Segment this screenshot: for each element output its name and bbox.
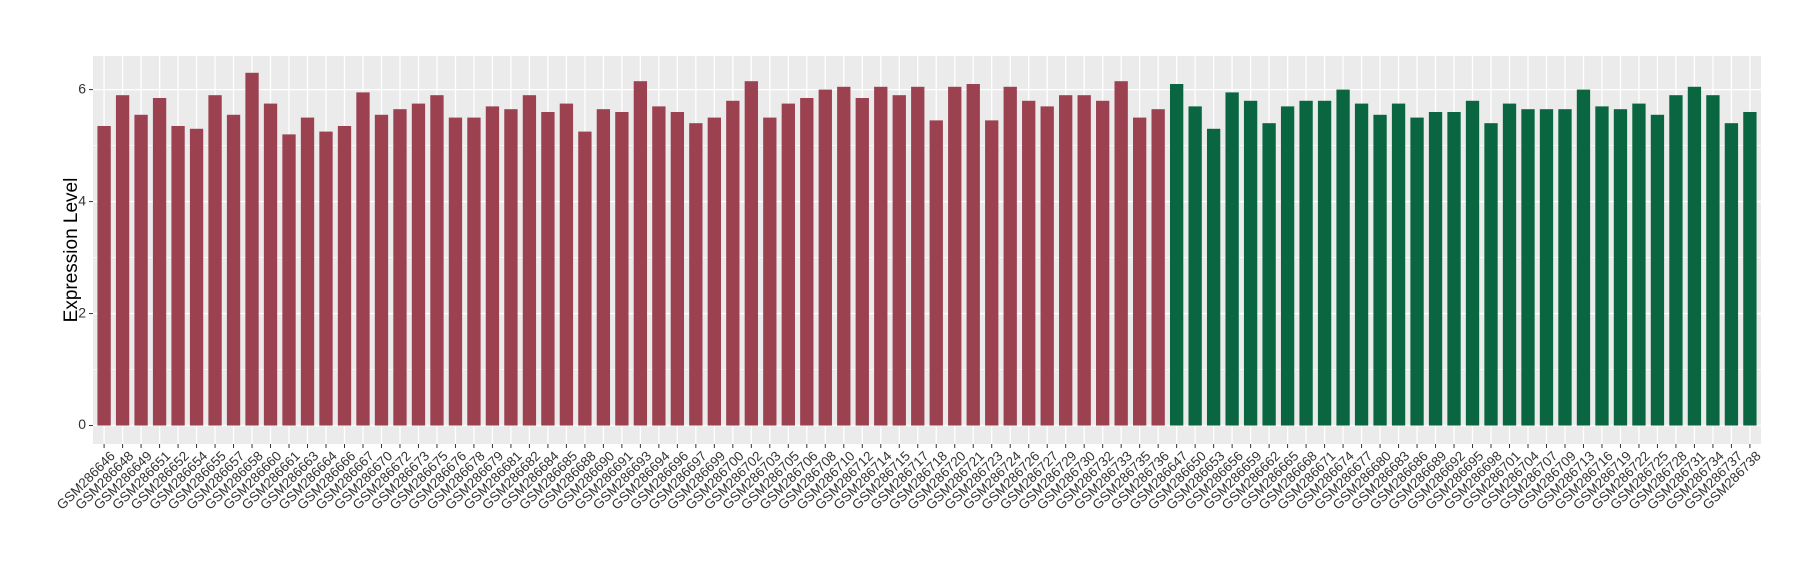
bar: [1632, 103, 1646, 426]
bar: [189, 128, 204, 426]
bar: [1410, 117, 1424, 426]
bar: [1133, 117, 1147, 426]
bar: [208, 95, 222, 426]
bar: [1225, 92, 1239, 426]
bar: [1040, 106, 1054, 426]
bar: [559, 103, 574, 426]
bar: [1595, 106, 1609, 426]
bar: [1003, 86, 1017, 426]
bar: [1724, 123, 1739, 426]
bar: [282, 134, 296, 426]
bar: [800, 97, 814, 426]
bar: [1650, 114, 1665, 426]
bar: [1576, 89, 1591, 426]
bar: [448, 117, 463, 426]
bar: [97, 125, 111, 426]
bar: [171, 125, 185, 426]
bar: [245, 72, 259, 426]
bar: [411, 103, 426, 426]
bar: [115, 95, 130, 426]
bar: [1114, 81, 1128, 426]
bar: [837, 86, 851, 426]
bar: [300, 117, 315, 426]
bar: [1502, 103, 1517, 426]
bar: [1151, 109, 1165, 426]
bar: [1096, 100, 1110, 426]
bar: [948, 86, 962, 426]
bar: [134, 114, 148, 426]
y-tick-label: 2: [78, 304, 86, 320]
bar: [707, 117, 721, 426]
bar: [763, 117, 777, 426]
bar: [1613, 109, 1628, 426]
bar: [929, 120, 943, 426]
bar: [1059, 95, 1073, 426]
bar: [726, 100, 740, 426]
y-tick-label: 4: [78, 192, 86, 208]
bar: [1317, 100, 1332, 426]
bar: [855, 97, 869, 426]
bar: [263, 103, 278, 426]
bar: [1465, 100, 1480, 426]
y-tick-label: 6: [78, 80, 86, 96]
bar: [1188, 106, 1202, 426]
bar: [1391, 103, 1406, 426]
bar: [578, 131, 592, 426]
panel: [93, 56, 1761, 444]
y-tick-label: 0: [78, 416, 86, 432]
bar: [1169, 83, 1184, 426]
bar: [1687, 86, 1702, 426]
bar: [1447, 111, 1461, 426]
bar: [1743, 111, 1757, 426]
bar: [374, 114, 389, 426]
bar: [670, 111, 685, 426]
bar: [781, 103, 795, 426]
bar: [1539, 109, 1554, 426]
bar: [818, 89, 832, 426]
bar: [966, 83, 980, 426]
bar: [1521, 109, 1535, 426]
bar: [1373, 114, 1387, 426]
bar: [1669, 95, 1683, 426]
bar: [1262, 123, 1276, 426]
bar: [652, 106, 666, 426]
y-axis-title: Expression Level: [61, 178, 82, 323]
bar: [430, 95, 444, 426]
bar: [615, 111, 629, 426]
bar: [1558, 109, 1572, 426]
bar: [1022, 100, 1036, 426]
bar: [874, 86, 888, 426]
bar: [689, 123, 703, 426]
bar: [1336, 89, 1350, 426]
bar: [911, 86, 925, 426]
bar: [1206, 128, 1221, 426]
bar: [504, 109, 518, 426]
bar: [152, 97, 167, 426]
bar: [1428, 111, 1443, 426]
bar: [1299, 100, 1313, 426]
bar: [985, 120, 999, 426]
bar: [541, 111, 555, 426]
bar: [1354, 103, 1369, 426]
bar: [892, 95, 906, 426]
bar: [744, 81, 758, 426]
bar: [356, 92, 370, 426]
bar: [1077, 95, 1091, 426]
bar: [319, 131, 333, 426]
bar: [226, 114, 241, 426]
bar: [1484, 123, 1498, 426]
bar: [596, 109, 611, 426]
bar: [1706, 95, 1720, 426]
bar: [522, 95, 537, 426]
bar: [1280, 106, 1295, 426]
bar: [467, 117, 481, 426]
bar: [1243, 100, 1258, 426]
bar: [393, 109, 407, 426]
bar: [485, 106, 500, 426]
bar: [633, 81, 648, 426]
bar: [337, 125, 352, 426]
